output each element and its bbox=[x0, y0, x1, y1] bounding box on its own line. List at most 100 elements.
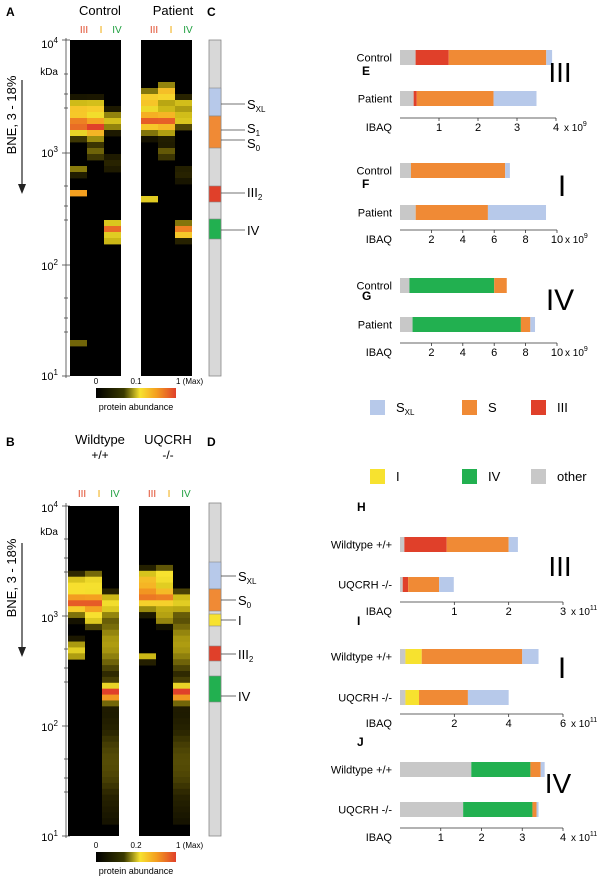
band-i bbox=[208, 613, 222, 627]
band-label-sxl: SXL bbox=[247, 97, 266, 114]
panel-letter-d: D bbox=[207, 435, 216, 449]
heat-cell bbox=[173, 694, 190, 701]
bar-segment-other bbox=[400, 577, 403, 592]
x-tick-label: 2 bbox=[478, 832, 484, 844]
legend-label-sxl: SXL bbox=[396, 400, 415, 417]
heat-cell bbox=[102, 694, 119, 701]
x-axis-multiplier: x 109 bbox=[565, 346, 588, 359]
heat-cell bbox=[175, 172, 192, 179]
heat-cell bbox=[141, 106, 158, 113]
axis-title-bne: BNE, 3 - 18% bbox=[4, 75, 19, 154]
heat-cell bbox=[87, 154, 104, 161]
axis-title-bne: BNE, 3 - 18% bbox=[4, 538, 19, 617]
heat-cell bbox=[68, 647, 85, 654]
complex-label: I bbox=[558, 652, 566, 685]
x-tick-label: 10 bbox=[551, 347, 563, 359]
heat-cell bbox=[156, 576, 173, 584]
legend-label-other: other bbox=[557, 469, 587, 484]
heat-cell bbox=[173, 735, 190, 743]
axis-unit-kda: kDa bbox=[40, 527, 58, 538]
x-axis-multiplier: x 1011 bbox=[571, 717, 597, 730]
heat-cell bbox=[158, 142, 175, 149]
x-axis-multiplier: x 1011 bbox=[571, 605, 597, 618]
heat-cell bbox=[87, 100, 104, 107]
heatmap-b bbox=[68, 506, 190, 836]
heat-cell bbox=[102, 588, 119, 595]
bar-segment-s bbox=[415, 205, 488, 220]
heat-cell bbox=[102, 782, 119, 790]
panel-letter: H bbox=[357, 500, 366, 514]
heat-cell bbox=[85, 570, 102, 578]
band-sxl bbox=[208, 561, 222, 590]
lane-label-iii: III bbox=[150, 25, 158, 36]
complex-label: I bbox=[558, 170, 566, 203]
heat-cell bbox=[139, 570, 156, 578]
legend-swatch-other bbox=[531, 469, 546, 484]
x-tick-label: 6 bbox=[491, 347, 497, 359]
bar-segment-iv bbox=[412, 317, 521, 332]
heat-cell bbox=[139, 564, 156, 572]
heat-cell bbox=[156, 594, 173, 601]
bar-segment-sxl bbox=[467, 690, 509, 705]
bar-segment-s bbox=[448, 50, 547, 65]
legend-swatch-iv bbox=[462, 469, 477, 484]
heat-cell bbox=[156, 623, 173, 631]
heat-cell bbox=[68, 606, 85, 613]
heat-cell bbox=[70, 100, 87, 107]
lane-label-i: I bbox=[100, 25, 103, 36]
heat-cell bbox=[102, 759, 119, 766]
band-label-iv: IV bbox=[247, 223, 260, 238]
lane-label-iv: IV bbox=[183, 25, 193, 36]
heat-cell bbox=[87, 136, 104, 143]
heat-cell bbox=[68, 588, 85, 595]
heat-cell bbox=[87, 124, 104, 131]
heat-cell bbox=[158, 88, 175, 95]
heat-cell bbox=[141, 136, 158, 143]
panel-d: D SXL S0 I III2 IV bbox=[207, 435, 257, 837]
heat-cell bbox=[102, 635, 119, 642]
heat-cell bbox=[156, 606, 173, 613]
bar-segment-s bbox=[494, 278, 507, 293]
heat-cell bbox=[70, 172, 87, 179]
colorbar bbox=[96, 388, 176, 398]
band-iii bbox=[208, 185, 222, 203]
lane-label-iv: IV bbox=[112, 25, 122, 36]
heat-cell bbox=[85, 594, 102, 601]
x-tick-label: 2 bbox=[428, 234, 434, 246]
x-tick-label: 4 bbox=[506, 718, 512, 730]
heat-cell bbox=[158, 136, 175, 143]
heat-cell bbox=[158, 154, 175, 161]
heat-cell bbox=[68, 594, 85, 601]
panel-letter-c: C bbox=[207, 5, 216, 19]
band-label-s0: S0 bbox=[238, 593, 252, 610]
heat-cell bbox=[173, 700, 190, 707]
x-tick-label: 3 bbox=[519, 832, 525, 844]
heat-cell bbox=[173, 812, 190, 819]
heat-cell bbox=[70, 94, 87, 101]
bar-segment-s bbox=[532, 802, 537, 817]
colorbar-tick: 0.2 bbox=[130, 841, 142, 850]
heat-cell bbox=[158, 124, 175, 131]
heat-cell bbox=[70, 136, 87, 143]
heat-cell bbox=[102, 647, 119, 654]
heatmap-a bbox=[70, 40, 192, 376]
group-label-uqcrh: UQCRH bbox=[144, 432, 192, 447]
heat-cell bbox=[102, 665, 119, 672]
band-label-s1: S1 bbox=[247, 121, 261, 138]
bar-segment-sxl bbox=[530, 317, 536, 332]
heat-cell bbox=[70, 118, 87, 125]
heat-cell bbox=[102, 735, 119, 743]
band-label-sxl: SXL bbox=[238, 569, 257, 586]
group-label-control: Control bbox=[79, 3, 121, 18]
heat-cell bbox=[173, 712, 190, 719]
x-tick-label: 3 bbox=[560, 606, 566, 618]
colorbar bbox=[96, 852, 176, 862]
heat-cell bbox=[87, 118, 104, 125]
heat-cell bbox=[102, 706, 119, 713]
heat-cell bbox=[175, 220, 192, 227]
complex-label: IV bbox=[545, 768, 572, 799]
heat-cell bbox=[173, 724, 190, 731]
category-label: Patient bbox=[358, 208, 392, 220]
bar-segment-iv bbox=[463, 802, 533, 817]
heat-cell bbox=[85, 612, 102, 619]
